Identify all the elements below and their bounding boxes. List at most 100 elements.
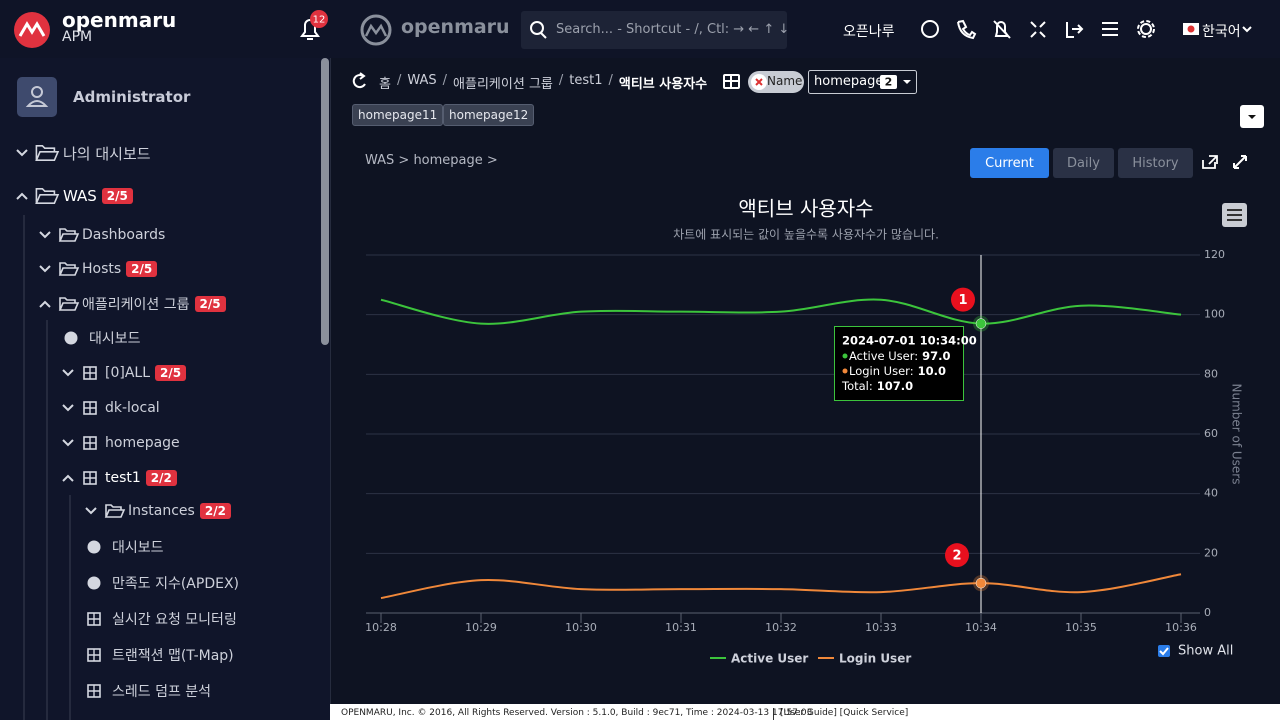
x-tick-label: 10:34: [965, 621, 997, 634]
hover-point: [975, 577, 987, 589]
tag[interactable]: homepage11: [352, 104, 444, 126]
search-placeholder[interactable]: Search... - Shortcut - /, Ctl: → ← ↑ ↓: [556, 22, 790, 37]
breadcrumb-item: 액티브 사용자수: [618, 77, 708, 92]
language-caret[interactable]: [1242, 26, 1252, 33]
gauge-icon: [87, 540, 101, 554]
legend-label[interactable]: Login User: [839, 652, 911, 666]
logo-text: openmaru: [62, 8, 177, 32]
select-count: 2: [885, 76, 893, 89]
chip-label: Name: [767, 74, 803, 88]
logo-center-text: openmaru: [401, 16, 510, 38]
product-text: APM: [62, 29, 93, 45]
avatar-icon: [31, 86, 43, 98]
tree-badge: 2/5: [126, 261, 158, 277]
hover-point: [975, 318, 987, 329]
search-box[interactable]: [521, 11, 787, 49]
breadcrumb-item[interactable]: WAS: [407, 73, 437, 88]
tree-badge: 2/2: [145, 470, 177, 486]
grid-icon: [88, 613, 100, 625]
x-tick-label: 10:33: [865, 621, 897, 634]
tree-badge: 2/2: [199, 503, 231, 519]
select-count-bg: [880, 75, 897, 89]
tree-item[interactable]: [0]ALL 2/5: [105, 363, 187, 383]
grid-icon: [84, 367, 96, 379]
tree-caret[interactable]: [62, 369, 74, 377]
scrollbar[interactable]: [321, 58, 329, 345]
tooltip-label: Active User:: [849, 349, 918, 363]
breadcrumb-item[interactable]: 홈: [379, 77, 391, 92]
breadcrumb-separator: /: [608, 73, 613, 88]
tree-label: 나의 대시보드: [63, 144, 151, 163]
tree-label: Hosts: [82, 261, 122, 277]
tree-item[interactable]: 나의 대시보드: [63, 143, 151, 163]
series-line: [380, 573, 1182, 600]
tree-item[interactable]: Dashboards: [82, 225, 165, 245]
popout-icon[interactable]: [1202, 155, 1218, 169]
logo-mark: [18, 21, 46, 37]
y-tick-label: 100: [1204, 308, 1225, 321]
tree-caret[interactable]: [39, 231, 51, 239]
x-tick-label: 10:29: [465, 621, 497, 634]
checkbox[interactable]: [1158, 645, 1170, 657]
org-name[interactable]: 오픈나루: [843, 24, 895, 40]
tree-item[interactable]: test1 2/2: [105, 468, 177, 488]
search-icon: [530, 21, 544, 35]
tree-label: 대시보드: [89, 331, 141, 347]
grid-icon: [88, 685, 100, 697]
refresh-icon[interactable]: [352, 72, 366, 89]
select-value[interactable]: homepage: [814, 74, 884, 89]
annotation-marker: [951, 287, 975, 312]
tree-item[interactable]: 만족도 지수(APDEX): [112, 573, 239, 593]
annotation-marker: [945, 543, 969, 568]
tab-button[interactable]: Current: [970, 148, 1049, 178]
show-all-label[interactable]: Show All: [1178, 644, 1233, 659]
tree-caret[interactable]: [39, 300, 51, 308]
tree-caret[interactable]: [62, 474, 74, 482]
tooltip-row: Active User: 97.0: [849, 349, 951, 363]
x-tick-label: 10:35: [1065, 621, 1097, 634]
breadcrumb-item[interactable]: 애플리케이션 그룹: [453, 77, 553, 92]
tree-item[interactable]: 대시보드: [112, 537, 164, 557]
tree-item[interactable]: Hosts 2/5: [82, 259, 158, 279]
notification-count: 12: [313, 15, 326, 26]
toolbar-icons[interactable]: [921, 19, 1155, 40]
tree-caret[interactable]: [62, 404, 74, 412]
grid-icon[interactable]: [723, 74, 740, 89]
select-caret: [903, 80, 911, 84]
tree-label: Dashboards: [82, 227, 166, 243]
tree-caret[interactable]: [16, 192, 28, 200]
tree-item[interactable]: 트랜잭션 맵(T-Map): [112, 645, 234, 665]
tree-item[interactable]: dk-local: [105, 398, 160, 418]
folder-icon: [58, 262, 80, 276]
breadcrumb-item[interactable]: test1: [569, 73, 603, 88]
tab-button[interactable]: History: [1118, 148, 1193, 178]
tree-caret[interactable]: [85, 507, 97, 515]
tree-item[interactable]: WAS 2/5: [63, 186, 133, 206]
tree-item[interactable]: 애플리케이션 그룹 2/5: [82, 294, 226, 314]
tree-label: dk-local: [105, 400, 160, 416]
tab-button[interactable]: Daily: [1053, 148, 1114, 178]
tree-item[interactable]: homepage: [105, 433, 180, 453]
tree-item[interactable]: 대시보드: [89, 328, 141, 348]
gauge-icon: [87, 576, 101, 590]
tooltip-row: Login User: 10.0: [849, 364, 946, 378]
tag[interactable]: homepage12: [443, 104, 535, 126]
tree-caret[interactable]: [39, 265, 51, 273]
tooltip-bullet: [842, 368, 848, 374]
tree-caret[interactable]: [62, 439, 74, 447]
breadcrumb-separator: /: [558, 73, 564, 88]
tree-caret[interactable]: [16, 149, 28, 157]
tree-item[interactable]: Instances 2/2: [128, 501, 231, 521]
fullscreen-icon[interactable]: [1233, 155, 1247, 169]
footer-links[interactable]: [User Guide] [Quick Service]: [780, 708, 909, 718]
tree-item[interactable]: 실시간 요청 모니터링: [112, 609, 237, 629]
logo-center-icon: [360, 14, 392, 46]
legend-label[interactable]: Active User: [731, 652, 808, 666]
tree-label: [0]ALL: [105, 365, 151, 381]
avatar-icon: [25, 100, 49, 107]
x-tick-label: 10:36: [1165, 621, 1197, 634]
language[interactable]: 한국어: [1202, 24, 1241, 40]
tree-item[interactable]: 스레드 덤프 분석: [112, 681, 211, 701]
tooltip-value: 10.0: [918, 364, 946, 378]
